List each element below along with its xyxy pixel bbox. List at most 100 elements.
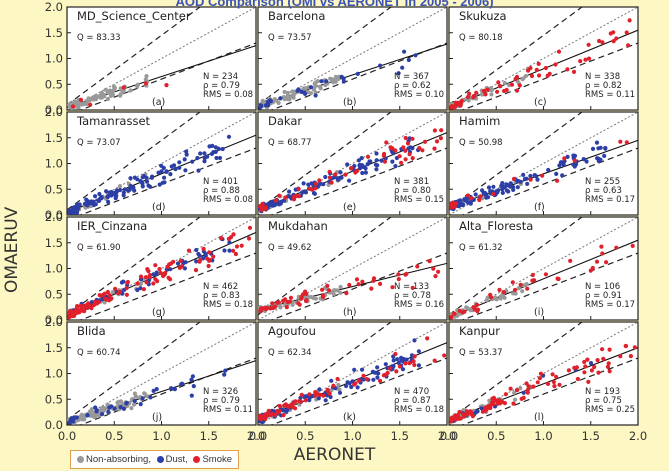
- point-smoke: [282, 403, 287, 408]
- point-dust: [402, 49, 407, 54]
- point-smoke: [524, 381, 529, 386]
- x-tick-label: 0.0: [440, 429, 458, 443]
- point-dust: [359, 156, 364, 161]
- panel-site-name: Skukuza: [459, 9, 507, 23]
- point-non-absorbing: [498, 296, 503, 301]
- y-tick-label: 0.5: [45, 77, 63, 91]
- point-smoke: [296, 194, 302, 199]
- point-smoke: [582, 370, 587, 375]
- point-dust: [105, 195, 110, 200]
- point-smoke: [378, 281, 383, 286]
- point-smoke: [207, 250, 212, 255]
- point-smoke: [566, 368, 572, 373]
- point-dust: [112, 406, 117, 411]
- point-smoke: [472, 94, 477, 99]
- point-dust: [77, 202, 82, 207]
- panel-stat-rho: ρ = 0.91: [585, 291, 622, 301]
- point-smoke: [514, 88, 520, 93]
- point-smoke: [422, 139, 428, 144]
- scatter-points: [67, 368, 228, 425]
- point-smoke: [478, 194, 483, 199]
- panel-site-name: Blida: [77, 324, 106, 338]
- point-dust: [100, 412, 105, 417]
- point-smoke: [178, 258, 183, 264]
- y-tick-label: 2.0: [45, 0, 63, 14]
- x-tick-label: 0.5: [487, 429, 505, 443]
- point-smoke: [354, 277, 360, 282]
- point-dust: [278, 96, 283, 101]
- point-smoke: [556, 49, 562, 54]
- point-smoke: [399, 160, 404, 165]
- point-dust: [303, 91, 308, 96]
- scatter-points: [449, 139, 629, 212]
- point-dust: [189, 377, 194, 382]
- point-smoke: [557, 382, 562, 387]
- point-smoke: [432, 146, 437, 151]
- point-non-absorbing: [274, 98, 279, 103]
- panel-stat-rho: ρ = 0.82: [585, 81, 622, 91]
- panel-site-name: Mukdahan: [268, 219, 328, 233]
- point-smoke: [597, 38, 602, 44]
- point-smoke: [303, 298, 309, 304]
- point-smoke: [146, 269, 151, 274]
- point-smoke: [147, 274, 152, 280]
- point-smoke: [461, 412, 466, 417]
- point-dust: [350, 379, 355, 384]
- error-envelope-lower: [460, 147, 638, 215]
- point-dust: [135, 287, 140, 293]
- point-smoke: [618, 139, 623, 144]
- point-smoke: [378, 378, 383, 383]
- point-dust: [515, 185, 520, 190]
- point-smoke: [384, 140, 389, 145]
- legend-swatch-non-absorbing: [77, 456, 84, 463]
- point-smoke: [483, 92, 488, 97]
- point-dust: [284, 409, 289, 414]
- point-dust: [173, 167, 178, 172]
- point-dust: [209, 151, 214, 156]
- point-dust: [413, 53, 418, 58]
- point-dust: [168, 267, 173, 272]
- point-non-absorbing: [312, 81, 317, 86]
- point-dust: [93, 194, 98, 199]
- point-smoke: [509, 82, 515, 87]
- point-non-absorbing: [135, 84, 140, 89]
- panel-stat-rho: ρ = 0.78: [394, 291, 431, 301]
- panel-stat-n: N = 338: [585, 72, 620, 82]
- point-non-absorbing: [308, 294, 313, 300]
- panel-site-name: IER_Cinzana: [77, 219, 147, 233]
- point-smoke: [504, 87, 509, 93]
- point-dust: [316, 396, 321, 401]
- point-non-absorbing: [107, 89, 112, 94]
- panel-stat-rho: ρ = 0.75: [585, 396, 622, 406]
- panel-letter: (h): [343, 307, 356, 318]
- point-smoke: [518, 282, 523, 287]
- point-non-absorbing: [132, 402, 137, 407]
- legend-label-non-absorbing: Non-absorbing,: [86, 454, 151, 465]
- point-smoke: [383, 372, 388, 377]
- point-dust: [328, 394, 333, 400]
- point-dust: [329, 378, 334, 383]
- point-smoke: [630, 243, 635, 248]
- panel-stat-rms: RMS = 0.10: [394, 90, 444, 100]
- point-smoke: [454, 103, 459, 108]
- point-smoke: [288, 295, 294, 300]
- point-dust: [138, 178, 143, 184]
- point-smoke: [528, 177, 533, 182]
- panel-stat-rho: ρ = 0.79: [203, 396, 240, 406]
- point-dust: [84, 197, 89, 202]
- point-dust: [168, 172, 173, 177]
- point-dust: [313, 93, 318, 98]
- point-smoke: [543, 272, 549, 277]
- point-smoke: [412, 354, 417, 359]
- panel-stat-rho: ρ = 0.62: [394, 81, 431, 91]
- point-dust: [485, 195, 491, 200]
- y-tick-label: 1.0: [45, 367, 63, 381]
- point-dust: [266, 103, 271, 108]
- x-tick-label: 2.0: [629, 429, 647, 443]
- point-smoke: [144, 280, 149, 285]
- point-smoke: [572, 158, 577, 163]
- point-dust: [198, 151, 203, 156]
- y-tick-label: 1.5: [45, 26, 63, 40]
- point-smoke: [586, 56, 592, 61]
